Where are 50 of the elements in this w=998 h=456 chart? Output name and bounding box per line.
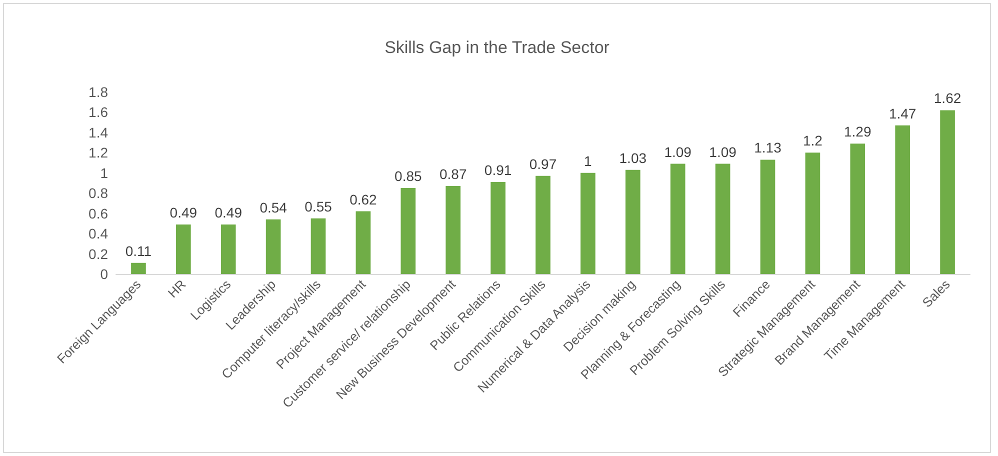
data-label: 0.91 [484,162,512,178]
bar [670,164,686,274]
bar [310,218,326,274]
data-label: 1.47 [888,105,916,122]
y-tick-label: 1.4 [88,124,108,140]
y-tick-label: 0.4 [88,226,108,242]
bar [580,172,596,274]
data-label: 0.55 [304,198,332,214]
data-label: 0.11 [125,242,152,259]
data-label: 1.2 [802,132,823,149]
data-label: 0.62 [350,191,378,208]
bar [940,110,955,274]
data-label: 1.29 [844,124,872,140]
bar [131,262,146,274]
bar [266,219,281,274]
data-label: 0.49 [214,204,242,220]
bar [895,125,910,274]
data-label: 0.54 [260,199,288,216]
data-label: 1.13 [754,140,782,156]
bar [490,182,506,274]
data-label: 1 [584,152,592,169]
y-tick-label: 0.8 [88,185,108,202]
y-tick-label: 0.2 [88,246,108,262]
data-label: 0.97 [529,156,557,172]
data-label: 0.87 [439,166,467,182]
data-label: 0.49 [170,204,198,220]
data-label: 1.09 [709,144,737,160]
y-tick-label: 1.2 [88,144,108,161]
bar [625,170,640,274]
bar [760,160,776,274]
data-label: 1.03 [619,150,647,166]
bar [400,188,416,274]
bar [356,211,371,274]
bar [176,224,191,274]
bar [220,224,236,274]
bar [446,186,461,274]
data-label: 1.62 [934,90,962,106]
bar [805,152,820,274]
y-tick-label: 1 [100,164,108,181]
bar [536,176,550,274]
data-label: 1.09 [664,144,692,160]
x-tick-label: HR [164,276,189,301]
bar [715,164,730,274]
y-tick-label: 0 [100,266,108,282]
bar [850,144,866,274]
y-tick-label: 1.6 [88,104,108,120]
data-label: 0.85 [394,168,422,184]
y-tick-label: 0.6 [88,205,108,222]
y-tick-label: 1.8 [88,84,108,100]
chart-title: Skills Gap in the Trade Sector [384,38,610,57]
